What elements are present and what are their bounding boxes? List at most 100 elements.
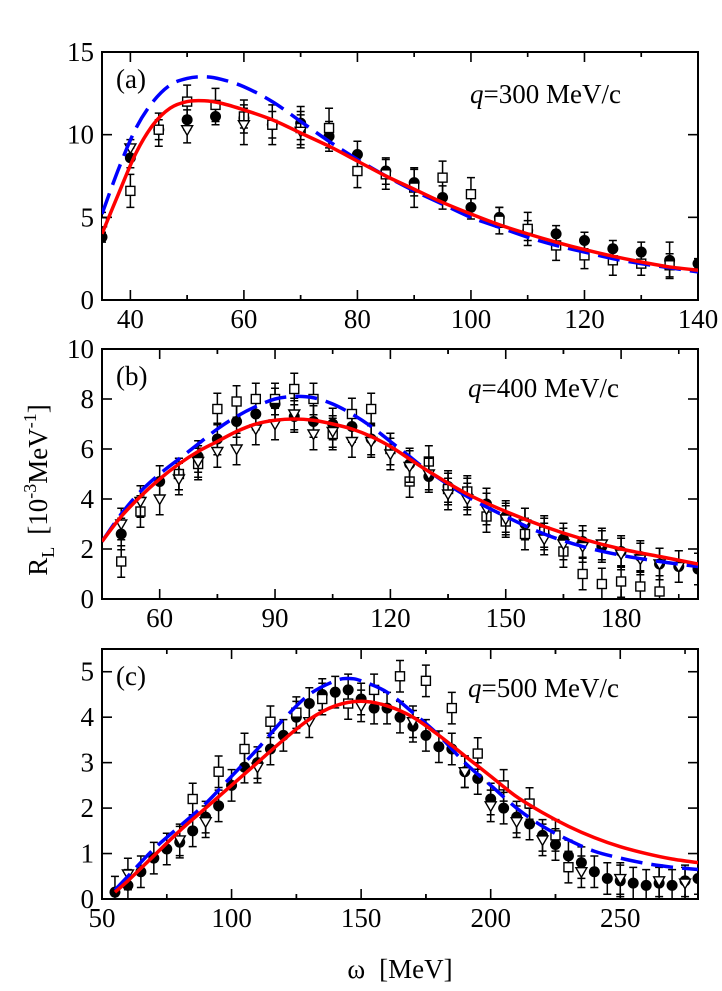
x-tick-label: 60 bbox=[230, 304, 257, 334]
data-point-open-triangle bbox=[509, 817, 524, 829]
data-point-filled-circle bbox=[187, 825, 199, 837]
solid-curve bbox=[113, 699, 698, 894]
data-point-filled-circle bbox=[640, 879, 652, 891]
data-point-open-triangle bbox=[237, 120, 251, 132]
data-point-open-triangle bbox=[172, 474, 186, 486]
x-tick-label: 120 bbox=[370, 603, 411, 633]
x-tick-label: 250 bbox=[600, 903, 641, 933]
x-tick-label: 60 bbox=[146, 603, 173, 633]
y-tick-label: 10 bbox=[67, 334, 94, 364]
data-point-open-square bbox=[352, 165, 363, 177]
panel-label: (a) bbox=[116, 64, 146, 94]
data-point-open-triangle bbox=[287, 409, 301, 421]
data-point-filled-circle bbox=[692, 258, 698, 270]
data-point-open-square bbox=[654, 586, 665, 597]
data-point-open-square bbox=[265, 716, 276, 727]
x-axis-unit: [MeV] bbox=[379, 954, 452, 984]
data-point-open-triangle bbox=[180, 125, 194, 137]
y-tick-label: 2 bbox=[81, 534, 95, 564]
x-tick-label: 140 bbox=[678, 304, 719, 334]
data-point-open-square bbox=[563, 861, 574, 873]
data-point-filled-circle bbox=[692, 873, 698, 885]
y-tick-label: 1 bbox=[81, 839, 95, 869]
solid-curve bbox=[102, 417, 698, 566]
error-bar bbox=[102, 211, 106, 233]
data-point-open-square bbox=[596, 578, 608, 590]
data-point-filled-circle bbox=[627, 877, 639, 889]
data-point-open-triangle bbox=[198, 817, 213, 829]
data-point-open-square bbox=[317, 693, 328, 705]
data-point-open-triangle bbox=[383, 449, 398, 461]
x-axis-title: ω [MeV] bbox=[347, 954, 452, 984]
x-tick-label: 150 bbox=[485, 603, 526, 633]
solid-curve bbox=[102, 98, 698, 272]
data-point-open-triangle bbox=[483, 801, 498, 813]
y-tick-label: 5 bbox=[81, 202, 95, 232]
y-tick-label: 4 bbox=[81, 702, 95, 732]
data-point-filled-circle bbox=[524, 818, 536, 830]
data-point-open-square bbox=[289, 383, 300, 395]
x-tick-label: 150 bbox=[341, 903, 382, 933]
y-axis-exponent-2: -1 bbox=[20, 413, 40, 428]
data-point-open-square bbox=[365, 403, 377, 415]
y-tick-label: 10 bbox=[67, 120, 94, 150]
data-point-open-square bbox=[635, 581, 646, 592]
data-point-open-square bbox=[394, 671, 406, 682]
y-axis-unit-mev: MeV bbox=[23, 428, 53, 484]
data-point-filled-circle bbox=[394, 711, 406, 723]
data-point-open-triangle bbox=[152, 494, 167, 506]
y-axis-subscript: L bbox=[38, 547, 58, 558]
data-point-open-square bbox=[239, 743, 250, 755]
data-point-open-triangle bbox=[402, 461, 417, 474]
q-label-value: =400 MeV/c bbox=[482, 373, 619, 403]
y-tick-label: 6 bbox=[81, 434, 95, 464]
y-tick-label: 5 bbox=[81, 657, 95, 687]
y-axis-unit-open: [10 bbox=[23, 499, 53, 535]
panel-label: (b) bbox=[116, 361, 147, 391]
y-tick-label: 0 bbox=[81, 285, 95, 315]
q-label-value: =300 MeV/c bbox=[484, 79, 621, 109]
data-point-open-triangle bbox=[354, 701, 368, 713]
data-point-open-square bbox=[446, 702, 458, 714]
q-label-var: q bbox=[468, 373, 482, 403]
data-point-open-triangle bbox=[229, 444, 244, 456]
data-point-open-triangle bbox=[678, 878, 692, 890]
panel-a: 40 60 80 100 120 140 0 5 10 15 (a) q=300 MeV/c bbox=[67, 37, 718, 334]
panel-b: 60 90 120 150 180 0 2 4 6 8 10 (b) q=400 MeV/c bbox=[67, 334, 699, 633]
data-point-filled-circle bbox=[420, 729, 432, 741]
data-point-open-triangle bbox=[441, 489, 455, 501]
x-tick-label: 40 bbox=[117, 304, 144, 334]
data-point-open-square bbox=[212, 403, 223, 415]
x-tick-label: 200 bbox=[470, 903, 511, 933]
data-point-open-square bbox=[615, 576, 627, 587]
panel-c: 50 100 150 200 250 0 1 2 3 4 5 (c) q=500 MeV/c bbox=[81, 648, 699, 933]
y-axis-title: RL [10-3MeV-1] bbox=[20, 404, 58, 576]
panel-label: (c) bbox=[116, 661, 146, 691]
data-point-open-square bbox=[125, 185, 136, 197]
data-point-open-square bbox=[213, 766, 224, 777]
data-point-open-square bbox=[550, 830, 561, 841]
data-point-open-triangle bbox=[535, 835, 550, 847]
y-axis-unit-close: ] bbox=[23, 404, 53, 413]
x-tick-label: 90 bbox=[262, 603, 289, 633]
data-point-open-square bbox=[116, 556, 127, 567]
x-tick-label: 50 bbox=[89, 903, 116, 933]
q-label-var: q bbox=[470, 79, 484, 109]
y-tick-label: 2 bbox=[81, 793, 95, 823]
data-point-filled-circle bbox=[231, 416, 243, 427]
y-tick-label: 15 bbox=[67, 37, 94, 67]
y-tick-label: 4 bbox=[81, 484, 95, 514]
data-point-filled-circle bbox=[213, 800, 225, 812]
data-point-open-triangle bbox=[458, 767, 472, 779]
data-point-open-triangle bbox=[173, 835, 187, 847]
x-tick-label: 80 bbox=[344, 304, 371, 334]
x-tick-label: 120 bbox=[564, 304, 605, 334]
y-tick-label: 3 bbox=[81, 748, 95, 778]
data-point-filled-circle bbox=[433, 741, 445, 753]
data-point-filled-circle bbox=[666, 879, 678, 891]
panel-frame bbox=[101, 51, 699, 301]
data-point-open-triangle bbox=[574, 867, 589, 879]
x-tick-label: 180 bbox=[601, 603, 642, 633]
y-axis-symbol: R bbox=[23, 558, 53, 576]
